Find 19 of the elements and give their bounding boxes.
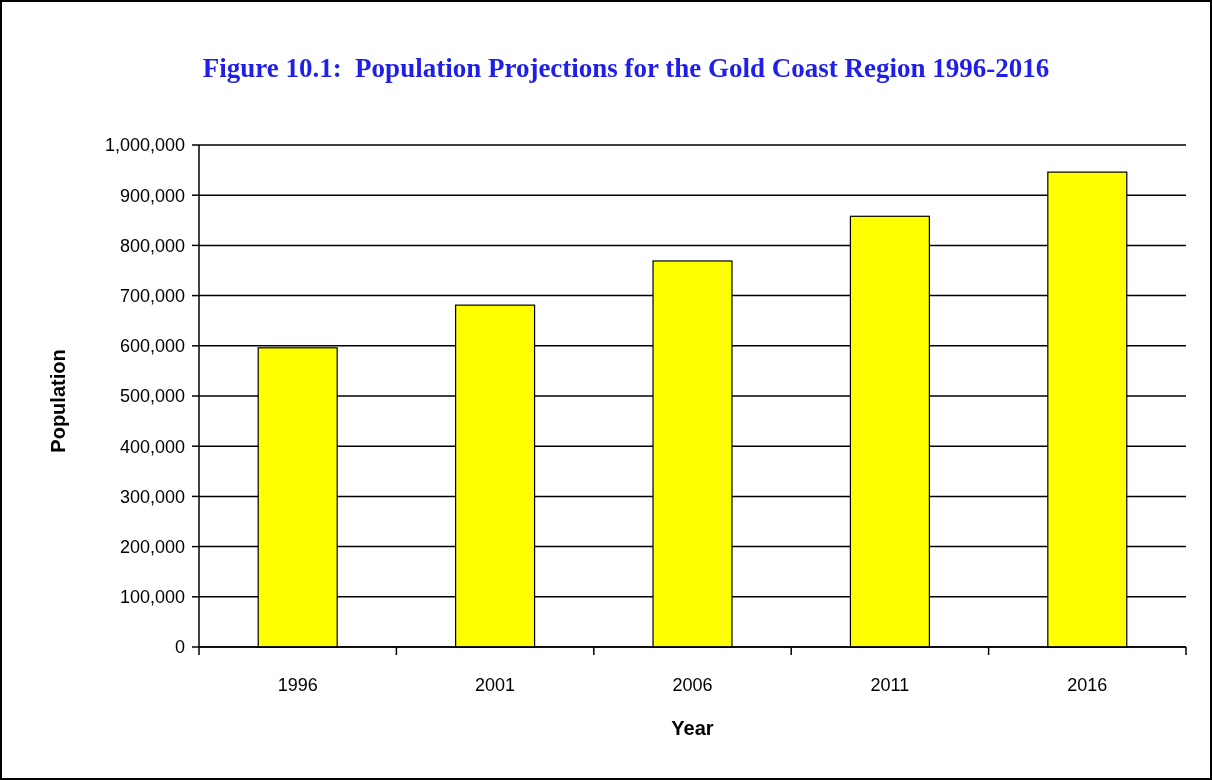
y-tick-label: 200,000 — [119, 536, 185, 557]
y-tick-label: 300,000 — [119, 486, 185, 507]
y-tick-label: 600,000 — [119, 336, 185, 357]
x-tick-label: 2011 — [870, 675, 910, 695]
y-tick-label: 0 — [174, 637, 185, 658]
x-tick-label: 1996 — [277, 675, 318, 695]
y-tick-label: 100,000 — [119, 587, 185, 608]
x-tick-label: 2016 — [1067, 675, 1108, 695]
y-tick-label: 400,000 — [119, 436, 185, 457]
chart-title: Figure 10.1: Population Projections for the Gold Coast Region 1996-2016 — [202, 53, 1050, 83]
y-tick-label: 500,000 — [119, 386, 185, 407]
y-axis-title: Population — [47, 349, 69, 453]
y-tick-label: 900,000 — [119, 185, 185, 206]
y-tick-label: 800,000 — [119, 235, 185, 256]
x-axis-title: Year — [671, 717, 714, 739]
x-tick-label: 2001 — [475, 675, 516, 695]
x-tick-label: 2006 — [672, 675, 713, 695]
y-tick-label: 700,000 — [119, 285, 185, 306]
y-tick-label: 1,000,000 — [104, 135, 185, 156]
